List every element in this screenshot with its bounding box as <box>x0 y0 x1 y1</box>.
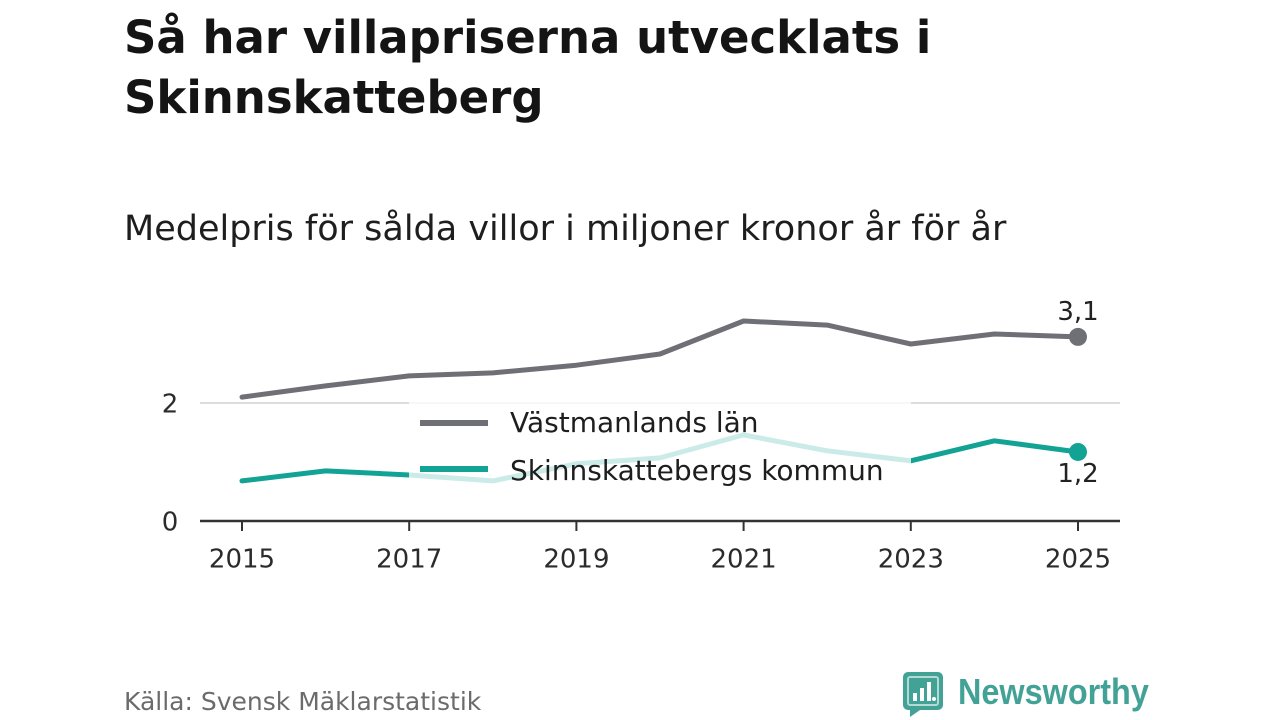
logo-inner-frame <box>907 676 939 706</box>
x-tick-label: 2017 <box>376 545 442 575</box>
x-tick-label: 2019 <box>543 545 609 575</box>
source-note: Källa: Svensk Mäklarstatistik <box>124 687 482 716</box>
series-end-points: 3,1 1,2 <box>1057 297 1098 489</box>
legend: Västmanlands län Skinnskattebergs kommun <box>409 398 911 492</box>
logo-bar-medium <box>920 688 924 701</box>
axes: 0 2 2015 2017 2019 2021 2023 2025 <box>162 390 1120 575</box>
legend-label-skinnskattebergs-kommun: Skinnskattebergs kommun <box>510 454 884 487</box>
logo-bar-short <box>913 693 917 701</box>
x-tick-label: 2023 <box>878 545 944 575</box>
y-tick-label: 0 <box>162 508 179 538</box>
x-tick-label: 2025 <box>1045 545 1111 575</box>
chart-title: Så har villapriserna utvecklats i Skinns… <box>124 11 932 124</box>
logo-bar-tall <box>927 682 931 701</box>
series-line-vastmanlands-lan <box>239 318 1081 400</box>
legend-label-vastmanlands-lan: Västmanlands län <box>510 406 759 439</box>
x-tick-label: 2021 <box>711 545 777 575</box>
newsworthy-logo-icon <box>903 672 943 717</box>
brand-name: Newsworthy <box>958 671 1149 712</box>
brand-logo: Newsworthy <box>902 670 1162 718</box>
end-label-vastmanlands-lan: 3,1 <box>1057 297 1098 327</box>
series-end-point-vastmanlands-lan <box>1069 327 1087 346</box>
x-tick-label: 2015 <box>209 545 275 575</box>
y-tick-label: 2 <box>162 390 179 420</box>
chart-subtitle: Medelpris för sålda villor i miljoner kr… <box>124 209 1007 249</box>
chart-plot-area: Västmanlands län Skinnskattebergs kommun… <box>162 297 1120 575</box>
end-label-skinnskattebergs-kommun: 1,2 <box>1057 459 1098 489</box>
legend-background <box>409 398 911 492</box>
series-end-point-skinnskattebergs-kommun <box>1069 442 1087 461</box>
logo-dot <box>932 697 936 701</box>
line-chart: Västmanlands län Skinnskattebergs kommun… <box>162 297 1120 575</box>
